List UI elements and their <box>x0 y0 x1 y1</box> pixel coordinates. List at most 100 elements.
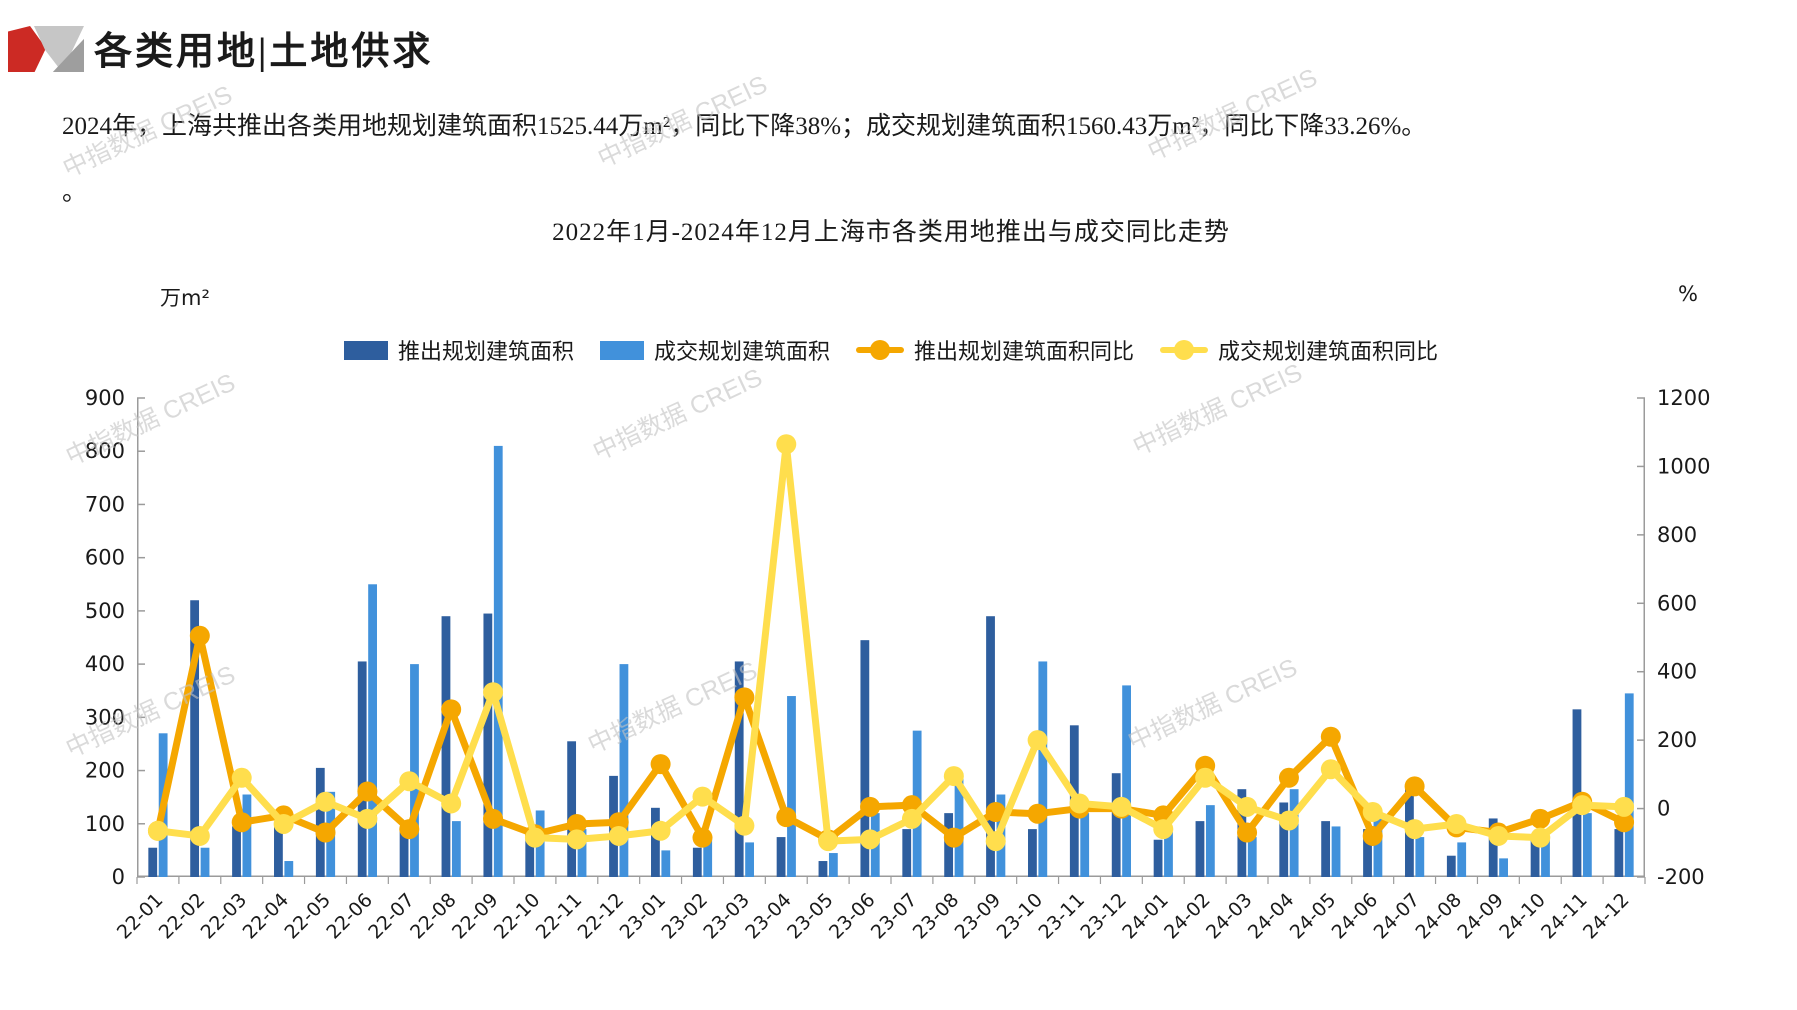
data-point[interactable] <box>608 812 629 833</box>
data-point[interactable] <box>1404 819 1425 840</box>
bar[interactable] <box>1028 829 1037 877</box>
bar[interactable] <box>493 445 503 877</box>
data-point[interactable] <box>147 820 168 841</box>
data-point[interactable] <box>985 831 1006 852</box>
bar[interactable] <box>1080 813 1090 877</box>
bar[interactable] <box>1446 855 1456 877</box>
data-point[interactable] <box>692 827 713 848</box>
data-point[interactable] <box>776 807 797 828</box>
data-point[interactable] <box>441 699 462 720</box>
data-point[interactable] <box>1278 810 1299 831</box>
bar[interactable] <box>828 853 838 877</box>
data-point[interactable] <box>1111 796 1132 817</box>
bar[interactable] <box>902 829 912 877</box>
data-point[interactable] <box>943 766 964 787</box>
data-point[interactable] <box>650 820 671 841</box>
data-point[interactable] <box>1530 808 1551 829</box>
data-point[interactable] <box>441 793 462 814</box>
data-point[interactable] <box>1069 793 1090 814</box>
bar[interactable] <box>860 640 870 877</box>
bar[interactable] <box>1373 818 1383 877</box>
bar[interactable] <box>1415 837 1425 877</box>
data-point[interactable] <box>315 822 336 843</box>
bar[interactable] <box>1530 839 1540 877</box>
bar[interactable] <box>787 696 796 877</box>
bar[interactable] <box>661 850 671 877</box>
data-point[interactable] <box>357 808 378 829</box>
bar[interactable] <box>200 847 210 877</box>
bar[interactable] <box>692 847 702 877</box>
bar[interactable] <box>1122 685 1131 877</box>
data-point[interactable] <box>566 813 587 834</box>
data-point[interactable] <box>1404 776 1425 797</box>
data-point[interactable] <box>189 825 210 846</box>
legend-item-supply-yoy-line[interactable]: 推出规划建筑面积同比 <box>856 334 1134 366</box>
bar[interactable] <box>651 807 660 877</box>
data-point[interactable] <box>1530 827 1551 848</box>
data-point[interactable] <box>860 829 881 850</box>
bar[interactable] <box>368 584 377 877</box>
bar[interactable] <box>399 829 409 877</box>
bar[interactable] <box>1205 805 1215 877</box>
bar[interactable] <box>1195 821 1205 877</box>
bar[interactable] <box>954 773 964 877</box>
bar[interactable] <box>1582 813 1592 877</box>
bar[interactable] <box>1279 802 1289 877</box>
bar[interactable] <box>1331 826 1341 877</box>
bar[interactable] <box>483 613 493 877</box>
data-point[interactable] <box>1195 767 1216 788</box>
data-point[interactable] <box>650 754 671 775</box>
bar[interactable] <box>1488 818 1498 877</box>
data-point[interactable] <box>1362 801 1383 822</box>
data-point[interactable] <box>776 434 797 455</box>
data-point[interactable] <box>818 831 839 852</box>
data-point[interactable] <box>315 791 336 812</box>
bar[interactable] <box>242 794 252 877</box>
bar[interactable] <box>776 837 786 877</box>
data-point[interactable] <box>1614 812 1635 833</box>
data-point[interactable] <box>1237 822 1258 843</box>
bar[interactable] <box>1247 837 1257 877</box>
legend-item-sold-yoy-line[interactable]: 成交规划建筑面积同比 <box>1160 334 1438 366</box>
data-point[interactable] <box>943 827 964 848</box>
data-point[interactable] <box>985 801 1006 822</box>
bar[interactable] <box>1111 773 1121 877</box>
bar[interactable] <box>451 821 461 877</box>
bar[interactable] <box>315 767 325 877</box>
data-point[interactable] <box>1488 825 1509 846</box>
bar[interactable] <box>1153 839 1163 877</box>
data-point[interactable] <box>1027 730 1048 751</box>
data-point[interactable] <box>566 829 587 850</box>
data-point[interactable] <box>1320 726 1341 747</box>
data-point[interactable] <box>231 767 252 788</box>
data-point[interactable] <box>1320 759 1341 780</box>
data-point[interactable] <box>692 786 713 807</box>
data-point[interactable] <box>483 808 504 829</box>
bar[interactable] <box>818 861 828 877</box>
bar[interactable] <box>1363 829 1372 877</box>
bar[interactable] <box>525 837 535 877</box>
data-point[interactable] <box>734 687 755 708</box>
data-point[interactable] <box>1237 796 1258 817</box>
bar[interactable] <box>190 600 200 877</box>
data-point[interactable] <box>1027 803 1048 824</box>
data-point[interactable] <box>1278 767 1299 788</box>
data-point[interactable] <box>483 682 504 703</box>
data-point[interactable] <box>1362 825 1383 846</box>
data-point[interactable] <box>1614 796 1635 817</box>
bar[interactable] <box>1289 789 1299 877</box>
data-point[interactable] <box>608 825 629 846</box>
data-point[interactable] <box>399 819 420 840</box>
legend-item-supply-bar[interactable]: 推出规划建筑面积 <box>343 334 574 366</box>
bar[interactable] <box>734 661 744 877</box>
data-point[interactable] <box>524 827 545 848</box>
bar[interactable] <box>410 664 419 877</box>
bar[interactable] <box>1499 858 1508 877</box>
bar[interactable] <box>619 664 629 877</box>
data-point[interactable] <box>357 781 378 802</box>
data-point[interactable] <box>734 815 755 836</box>
data-point[interactable] <box>901 808 922 829</box>
bar[interactable] <box>1321 821 1331 877</box>
bar[interactable] <box>1572 709 1582 877</box>
bar[interactable] <box>232 826 241 877</box>
